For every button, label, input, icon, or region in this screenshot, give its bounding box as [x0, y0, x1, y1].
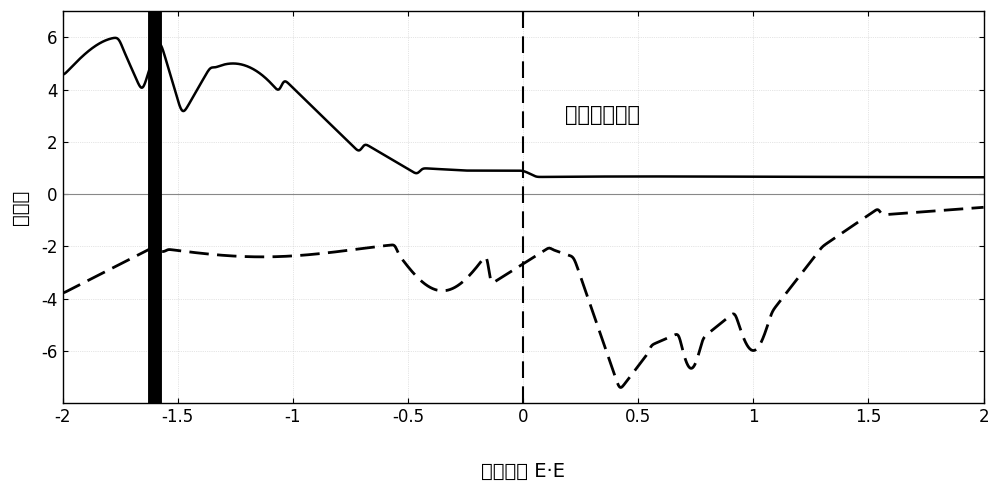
Text: 自旋向上电子: 自旋向上电子 [565, 105, 640, 125]
Text: 电子能量 E·E: 电子能量 E·E [481, 462, 565, 481]
Y-axis label: 态密度: 态密度 [11, 190, 30, 225]
